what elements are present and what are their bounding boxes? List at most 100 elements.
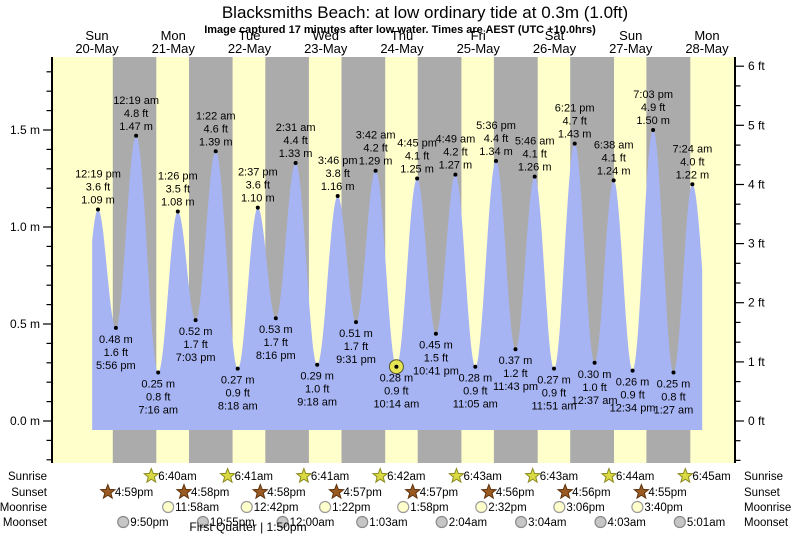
plot-area: 0.0 m 0.5 m 1.0 m 1.5 m 0 ft 1 ft 2 ft 3 ft 4 ft… <box>0 28 791 534</box>
day-name-label: Wed <box>313 28 340 43</box>
tide-annotation-line: 11:51 am <box>531 401 576 413</box>
y-tick-label-ft: 2 ft <box>748 296 765 310</box>
tide-extreme-dot <box>552 366 556 371</box>
tide-annotation-line: 0.27 m <box>221 375 255 387</box>
row-label-left: Sunrise <box>8 471 47 483</box>
tide-annotation-line: 10:41 pm <box>413 366 459 378</box>
tide-extreme-dot <box>235 366 240 371</box>
moonset-icon <box>673 515 686 529</box>
moonset-time: 12:00am <box>290 517 335 529</box>
day-date-label: 22-May <box>228 41 272 56</box>
row-label-right: Moonrise <box>744 502 791 514</box>
tide-annotation-line: 3.8 ft <box>325 168 349 180</box>
day-name-label: Mon <box>694 28 719 43</box>
tide-annotation-line: 0.25 m <box>657 379 691 391</box>
tide-annotation-line: 1.24 m <box>597 165 631 177</box>
sunset-time: 4:58pm <box>191 487 229 499</box>
tide-extreme-dot <box>671 370 676 375</box>
day-name-label: Sat <box>545 28 565 43</box>
day-date-label: 27-May <box>609 41 653 56</box>
tide-annotation-line: 1.33 m <box>279 148 313 160</box>
tide-annotation-line: 1:22 am <box>196 110 236 122</box>
moonset-icon <box>276 515 289 529</box>
tide-annotation-line: 3.6 ft <box>86 182 110 194</box>
tide-annotation-line: 5:36 pm <box>476 120 516 132</box>
tide-extreme-dot <box>473 364 478 369</box>
sunset-icon <box>251 483 269 500</box>
sunrise-icon <box>371 467 389 484</box>
tide-annotation-line: 1.0 ft <box>582 382 606 394</box>
tide-annotation-line: 0.53 m <box>259 324 293 336</box>
y-tick-label-m: 0.5 m <box>10 317 40 331</box>
day-date-label: 23-May <box>304 41 348 56</box>
tide-extreme-dot <box>651 128 656 132</box>
tide-annotation-line: 1.6 ft <box>104 347 128 359</box>
tide-extreme-dot <box>532 174 537 179</box>
tide-annotation-line: 0.9 ft <box>384 386 408 398</box>
sunset-time: 4:56pm <box>572 487 610 499</box>
tide-annotation-line: 1.34 m <box>479 146 513 158</box>
tide-extreme-dot <box>415 176 420 181</box>
day-date-label: 24-May <box>380 41 424 56</box>
tide-annotation-line: 3:46 pm <box>318 155 358 167</box>
tide-annotation-line: 1.39 m <box>199 136 233 148</box>
tide-annotation-line: 0.52 m <box>179 326 213 338</box>
day-name-label: Fri <box>471 28 486 43</box>
sunrise-time: 6:43am <box>540 471 578 483</box>
sunset-icon <box>556 483 574 500</box>
moonset-icon <box>594 515 607 529</box>
tide-extreme-dot <box>611 178 616 183</box>
tide-annotation-line: 4.9 ft <box>641 102 665 114</box>
tide-annotation-line: 0.27 m <box>537 375 571 387</box>
tide-annotation-line: 3.5 ft <box>166 183 190 195</box>
tide-annotation-line: 0.9 ft <box>226 388 250 400</box>
moon-phase-note: First Quarter | 1:50pm <box>189 520 306 534</box>
row-label-left: Moonset <box>3 517 48 529</box>
day-date-label: 25-May <box>457 41 501 56</box>
sunset-time: 4:55pm <box>648 487 686 499</box>
moonset-icon <box>117 515 130 529</box>
tide-extreme-dot <box>335 194 340 198</box>
sunset-time: 4:57pm <box>343 487 381 499</box>
tide-annotation-line: 0.45 m <box>419 340 453 352</box>
moonrise-time: 12:42pm <box>254 502 299 514</box>
tide-annotation-line: 9:31 pm <box>336 354 376 366</box>
moonrise-icon <box>319 500 332 514</box>
tide-annotation-line: 4.1 ft <box>522 149 546 161</box>
tide-annotation-line: 4:45 pm <box>397 138 437 150</box>
chart-title: Blacksmiths Beach: at low ordinary tide … <box>222 3 628 22</box>
tide-annotation-line: 0.25 m <box>141 379 175 391</box>
moonrise-icon <box>475 500 488 514</box>
tide-annotation-line: 4.4 ft <box>283 135 307 147</box>
sunrise-icon <box>219 467 237 484</box>
tide-annotation-line: 1:27 am <box>654 405 694 417</box>
tide-extreme-dot <box>453 172 458 177</box>
tide-extreme-dot <box>373 168 378 173</box>
y-tick-label-ft: 4 ft <box>748 177 765 191</box>
tide-annotation-line: 8:18 am <box>218 401 258 413</box>
day-date-label: 28-May <box>685 41 729 56</box>
tide-annotation-line: 0.8 ft <box>146 392 170 404</box>
tide-extreme-dot <box>293 161 298 165</box>
moonrise-icon <box>162 500 175 514</box>
tide-annotation-line: 4.8 ft <box>124 108 148 120</box>
tide-annotation-line: 0.48 m <box>99 334 133 346</box>
tide-annotation-line: 1.2 ft <box>503 368 527 380</box>
tide-annotation-line: 1.29 m <box>359 156 393 168</box>
row-label-right: Sunset <box>744 487 781 499</box>
tide-annotation-line: 10:14 am <box>373 399 419 411</box>
day-name-label: Sun <box>85 28 108 43</box>
tide-annotation-line: 1.27 m <box>439 160 473 172</box>
tide-annotation-line: 1.7 ft <box>264 337 288 349</box>
sunrise-time: 6:41am <box>311 471 349 483</box>
tide-annotation-line: 3.6 ft <box>246 180 270 192</box>
moonset-icon <box>435 515 448 529</box>
tide-extreme-dot <box>572 141 577 146</box>
moonset-icon <box>356 515 369 529</box>
moonrise-time: 11:58am <box>175 502 219 514</box>
tide-extreme-dot <box>113 325 118 330</box>
tide-annotation-line: 0.9 ft <box>463 386 487 398</box>
tide-annotation-line: 1.7 ft <box>344 341 368 353</box>
tide-annotation-line: 7:16 am <box>138 405 178 417</box>
row-label-left: Moonrise <box>0 502 47 514</box>
